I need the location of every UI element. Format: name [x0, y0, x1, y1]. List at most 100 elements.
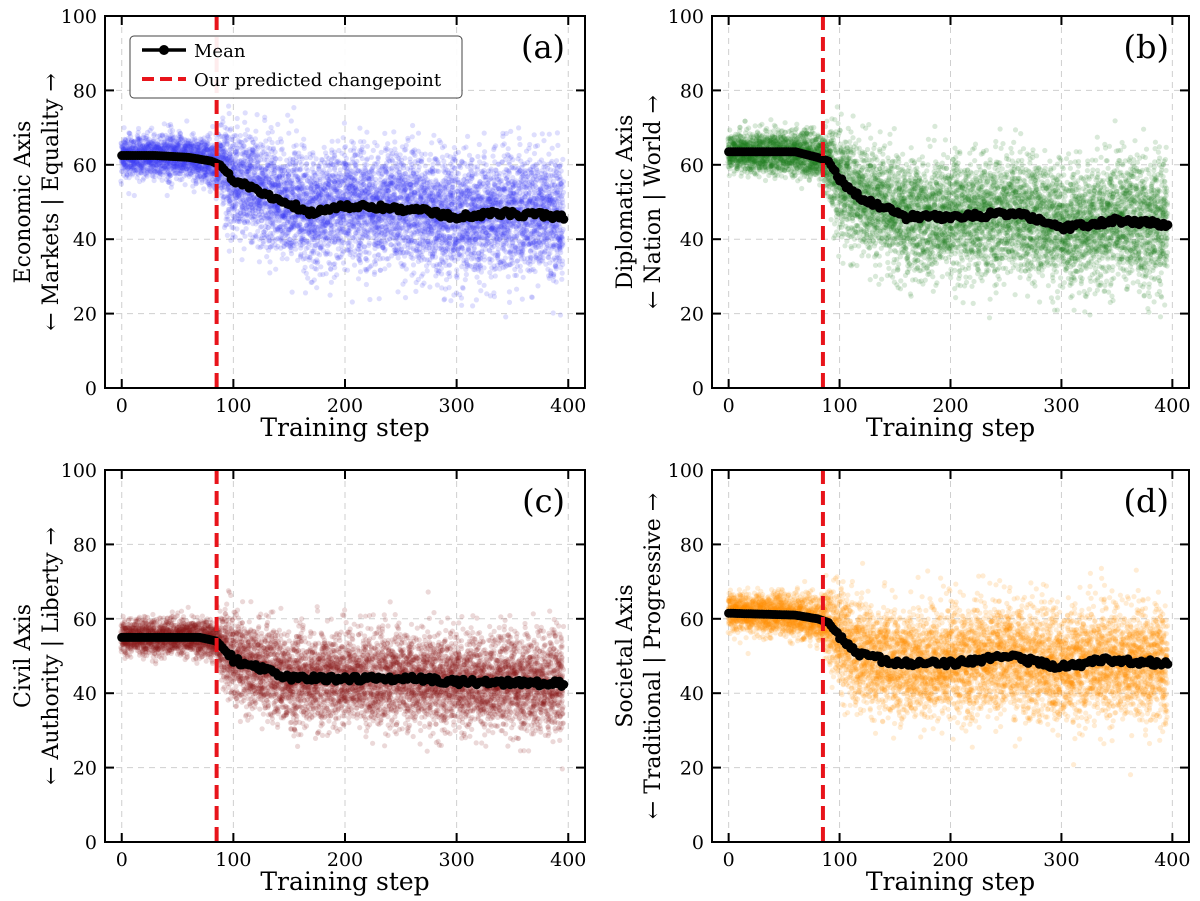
- scatter-point: [171, 168, 177, 174]
- scatter-point: [170, 138, 176, 145]
- scatter-point: [147, 143, 153, 149]
- scatter-point: [150, 173, 156, 179]
- scatter-point: [167, 136, 173, 142]
- scatter-point: [137, 142, 143, 149]
- scatter-point: [370, 147, 376, 153]
- scatter-point: [120, 146, 126, 152]
- scatter-point: [207, 130, 213, 137]
- scatter-point: [395, 255, 401, 261]
- scatter-point: [160, 166, 166, 172]
- scatter-point: [133, 167, 139, 173]
- scatter-point: [167, 160, 173, 166]
- scatter-point: [350, 140, 356, 146]
- scatter-point: [147, 160, 153, 166]
- scatter-point: [327, 167, 333, 173]
- scatter-point: [148, 140, 154, 146]
- scatter-point: [285, 112, 291, 118]
- scatter-point: [146, 145, 152, 151]
- scatter-point: [165, 169, 171, 175]
- scatter-point: [134, 167, 140, 173]
- scatter-point: [152, 168, 159, 175]
- scatter-point: [138, 160, 144, 166]
- scatter-point: [318, 264, 324, 270]
- scatter-point: [121, 142, 128, 148]
- scatter-point: [366, 240, 372, 246]
- scatter-point: [157, 169, 163, 175]
- scatter-point: [159, 132, 165, 138]
- scatter-point: [332, 154, 338, 160]
- scatter-point: [139, 164, 145, 170]
- scatter-point: [174, 143, 180, 149]
- scatter-point: [157, 133, 163, 139]
- scatter-point: [171, 135, 177, 141]
- scatter-point: [119, 168, 125, 174]
- scatter-point: [168, 172, 174, 178]
- scatter-point: [386, 262, 392, 268]
- scatter-point: [128, 139, 134, 145]
- scatter-point: [135, 129, 141, 135]
- scatter-point: [149, 163, 155, 170]
- scatter-point: [293, 142, 299, 148]
- scatter-point: [122, 145, 129, 151]
- scatter-point: [130, 164, 137, 170]
- scatter-point: [137, 135, 143, 141]
- scatter-point: [156, 174, 163, 180]
- scatter-point: [174, 146, 180, 152]
- scatter-point: [143, 146, 149, 152]
- scatter-point: [130, 145, 136, 151]
- scatter-point: [136, 138, 142, 145]
- scatter-point: [244, 127, 250, 133]
- scatter-point: [171, 163, 177, 169]
- scatter-point: [130, 144, 136, 150]
- scatter-point: [166, 172, 172, 178]
- scatter-point: [182, 182, 188, 188]
- scatter-point: [150, 141, 157, 147]
- scatter-point: [252, 136, 258, 142]
- scatter-point: [124, 171, 130, 177]
- scatter-point: [175, 166, 181, 172]
- scatter-point: [340, 135, 346, 141]
- scatter-point: [161, 145, 167, 151]
- scatter-point: [317, 252, 323, 258]
- scatter-point: [137, 145, 143, 152]
- scatter-point: [146, 141, 152, 147]
- scatter-point: [157, 164, 163, 170]
- scatter-point: [286, 130, 292, 136]
- scatter-point: [134, 158, 140, 164]
- scatter-point: [129, 171, 135, 177]
- scatter-point: [138, 144, 144, 150]
- scatter-point: [172, 163, 179, 169]
- scatter-point: [154, 165, 160, 171]
- scatter-point: [158, 168, 164, 174]
- scatter-point: [153, 163, 159, 169]
- scatter-point: [151, 143, 157, 149]
- scatter-point: [163, 165, 169, 171]
- scatter-point: [171, 138, 177, 144]
- scatter-point: [132, 168, 138, 174]
- scatter-point: [332, 265, 338, 271]
- scatter-point: [134, 159, 140, 165]
- scatter-point: [125, 135, 131, 142]
- scatter-point: [146, 168, 152, 174]
- scatter-point: [129, 159, 135, 165]
- scatter-point: [172, 146, 178, 153]
- scatter-point: [131, 139, 137, 145]
- scatter-point: [138, 170, 144, 176]
- scatter-point: [327, 292, 333, 298]
- scatter-point: [151, 146, 158, 152]
- scatter-point: [163, 161, 169, 167]
- scatter-point: [136, 159, 142, 165]
- scatter-point: [165, 135, 171, 142]
- scatter-point: [260, 142, 266, 148]
- scatter-point: [167, 136, 173, 142]
- scatter-point: [272, 156, 279, 162]
- scatter-point: [172, 164, 178, 170]
- scatter-point: [207, 188, 213, 195]
- scatter-point: [175, 166, 181, 172]
- scatter-point: [162, 141, 168, 148]
- scatter-point: [127, 144, 133, 150]
- scatter-point: [176, 128, 182, 134]
- scatter-point: [160, 146, 166, 152]
- scatter-point: [137, 169, 143, 176]
- scatter-point: [313, 266, 319, 272]
